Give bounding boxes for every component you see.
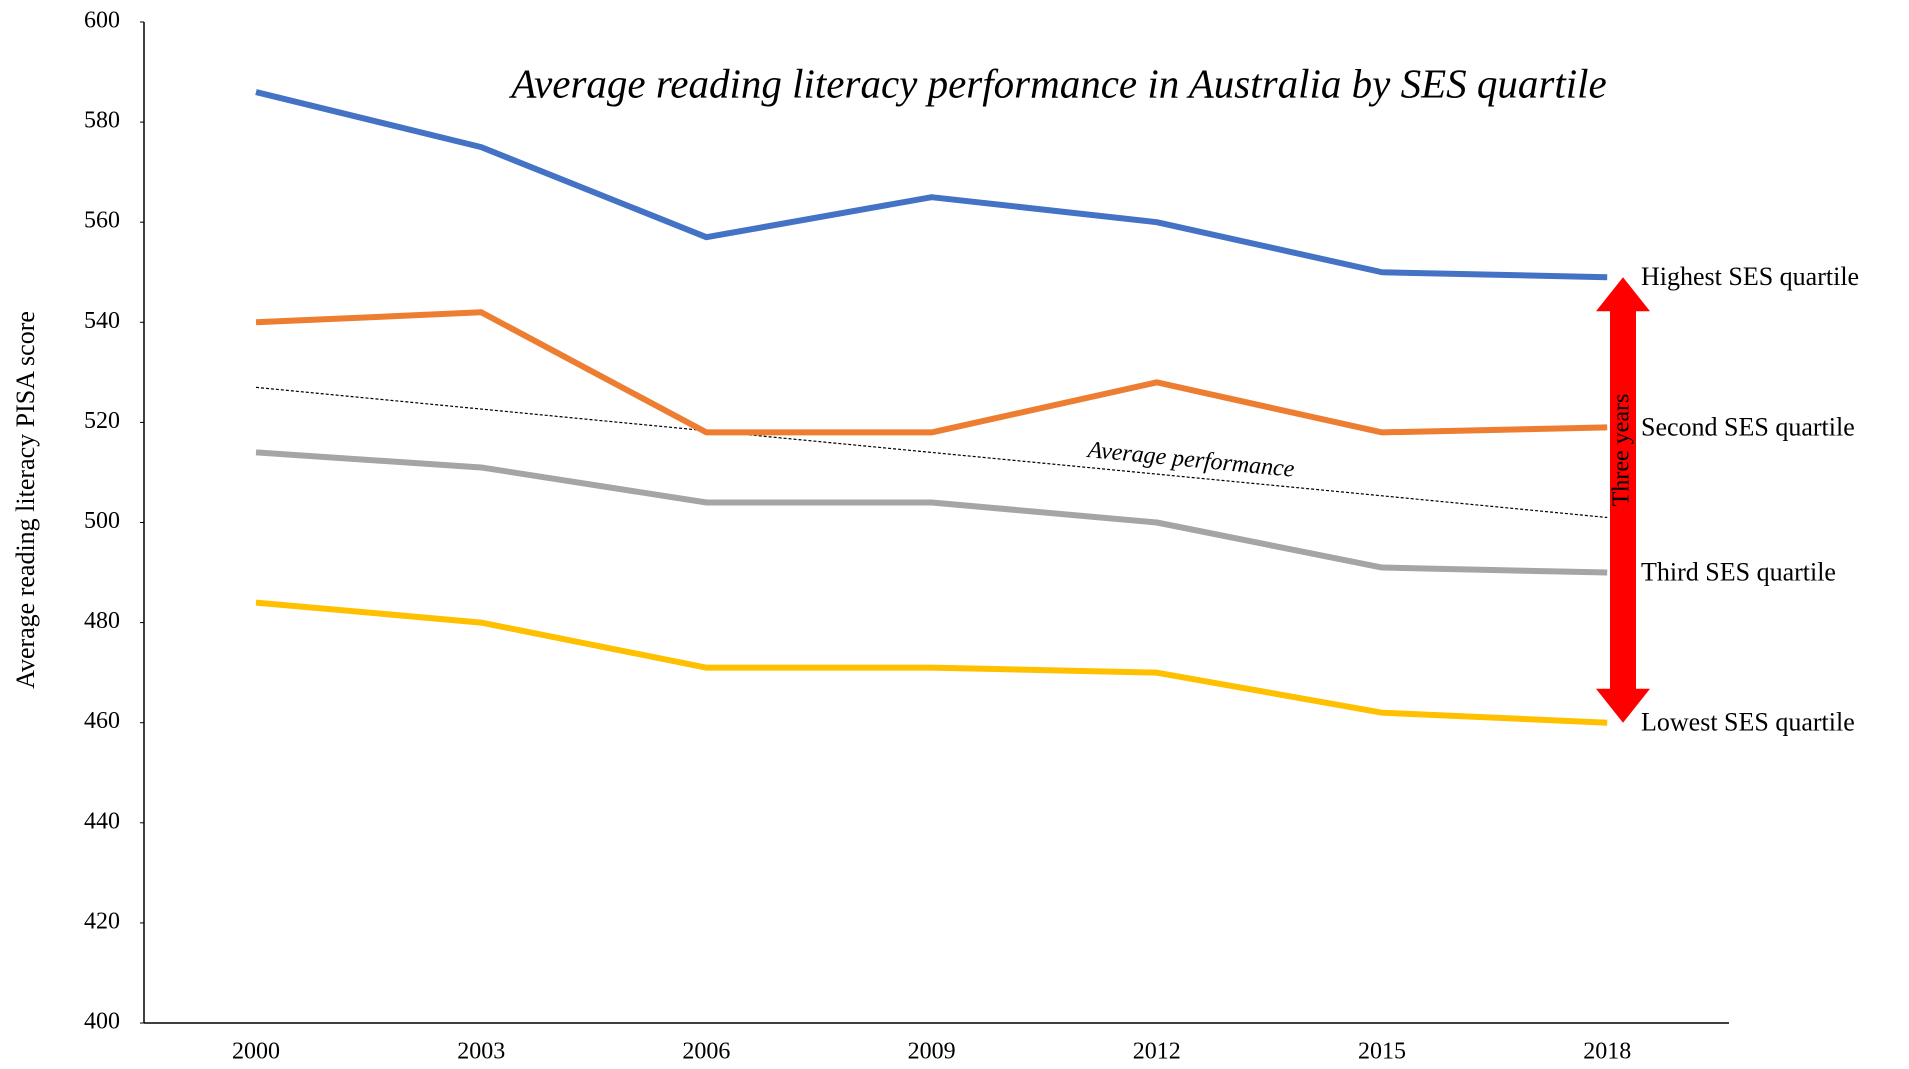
y-tick-label: 580 xyxy=(84,108,120,134)
series-line xyxy=(255,449,1608,576)
x-tick-label: 2015 xyxy=(1358,1039,1406,1065)
x-tick-label: 2006 xyxy=(682,1039,730,1065)
series-label: Second SES quartile xyxy=(1641,412,1855,441)
trend-line xyxy=(255,386,1608,519)
chart-title: Average reading literacy performance in … xyxy=(508,60,1606,106)
y-axis-label: Average reading literacy PISA score xyxy=(11,311,40,689)
x-tick-label: 2018 xyxy=(1583,1039,1631,1065)
y-tick-label: 520 xyxy=(84,408,120,434)
y-tick-label: 540 xyxy=(84,308,120,334)
y-tick-label: 480 xyxy=(84,608,120,634)
y-tick-label: 560 xyxy=(84,208,120,234)
series-label: Lowest SES quartile xyxy=(1641,708,1855,737)
x-tick-label: 2000 xyxy=(232,1039,280,1065)
series-line xyxy=(255,89,1608,281)
series-label: Highest SES quartile xyxy=(1641,262,1859,291)
x-tick-label: 2012 xyxy=(1133,1039,1181,1065)
y-tick-label: 420 xyxy=(84,908,120,934)
series-label: Third SES quartile xyxy=(1641,558,1836,587)
series-line xyxy=(255,309,1608,436)
y-tick-label: 440 xyxy=(84,808,120,834)
y-tick-label: 460 xyxy=(84,708,120,734)
y-tick-label: 400 xyxy=(84,1009,120,1035)
series-line xyxy=(255,599,1608,726)
y-tick-label: 500 xyxy=(84,508,120,534)
x-tick-label: 2009 xyxy=(908,1039,956,1065)
x-tick-label: 2003 xyxy=(457,1039,505,1065)
trend-label: Average performance xyxy=(1085,437,1296,483)
range-arrow xyxy=(1596,277,1650,723)
y-tick-label: 600 xyxy=(84,8,120,34)
range-arrow-label: Three years xyxy=(1609,394,1635,507)
